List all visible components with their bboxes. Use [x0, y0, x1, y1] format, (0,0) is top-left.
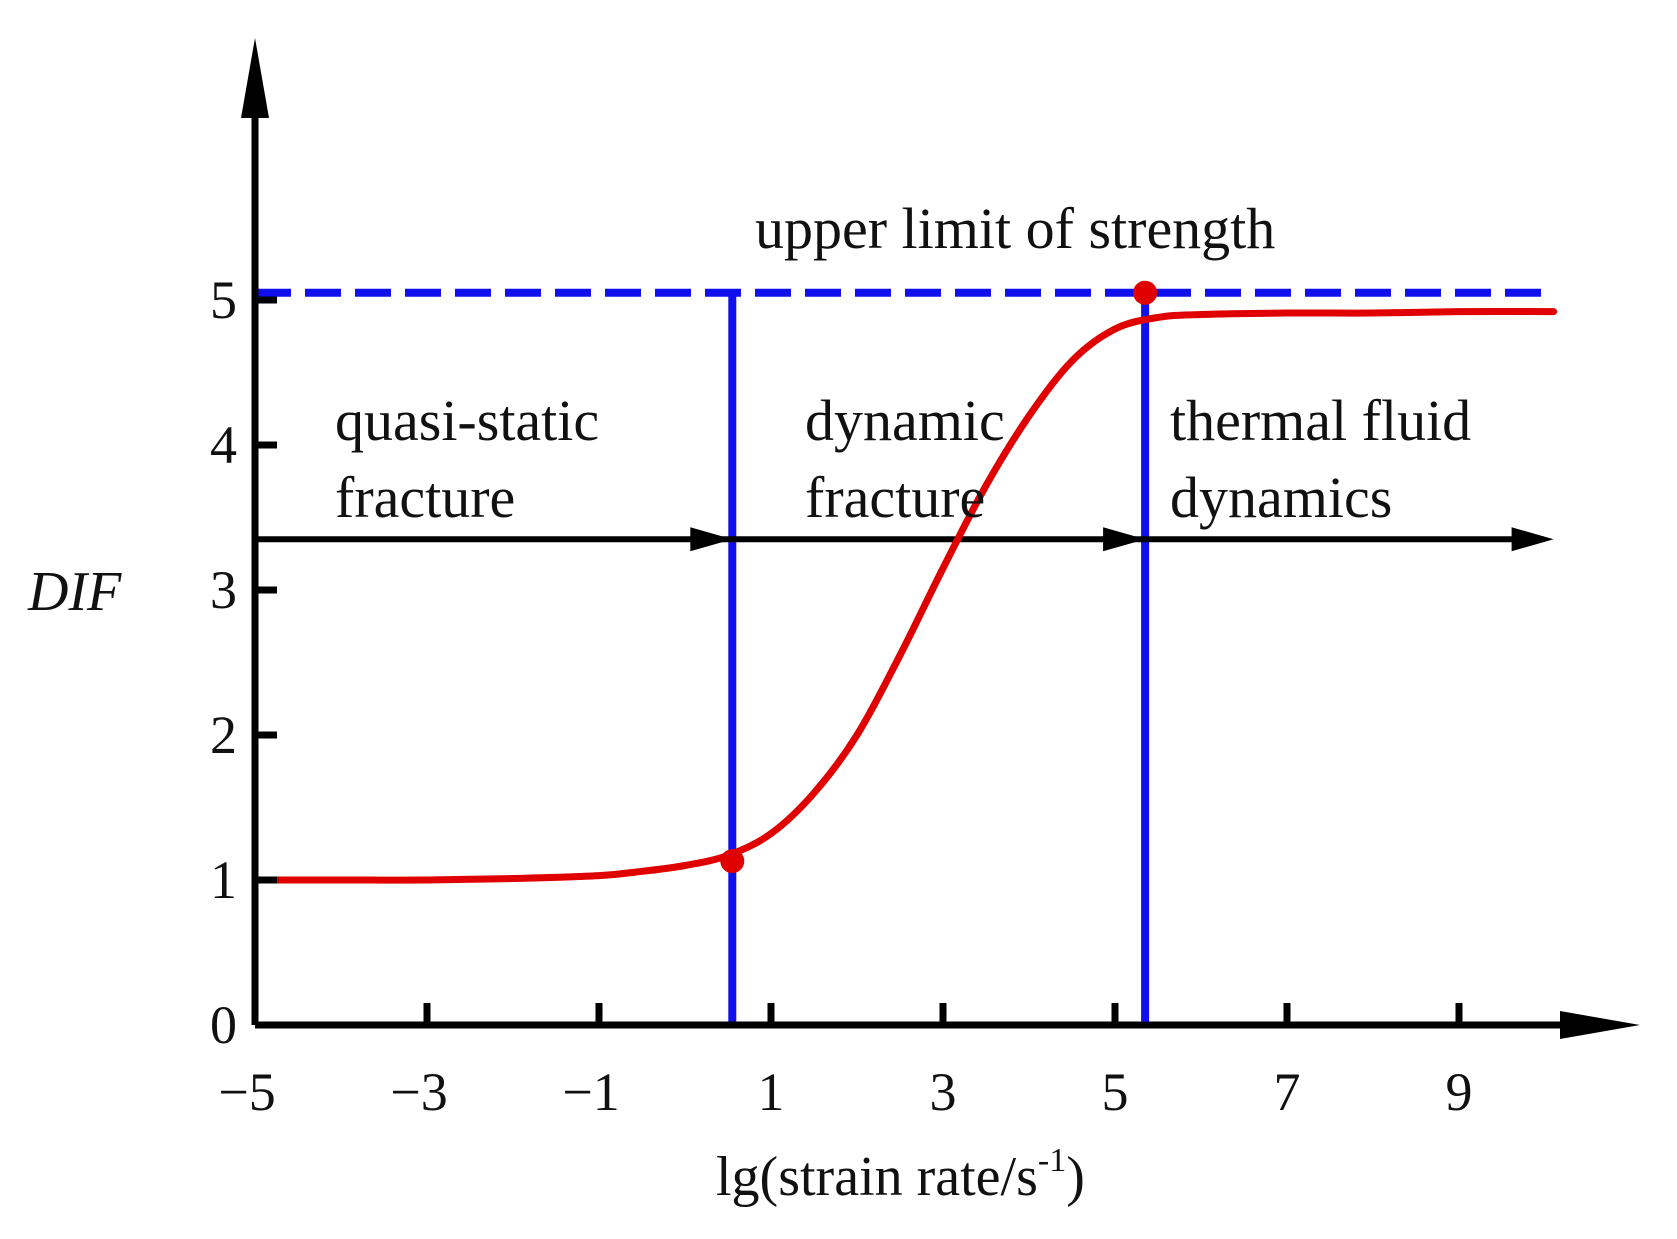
upper-limit-label: upper limit of strength [755, 196, 1275, 261]
series-layer [251, 280, 1558, 884]
x-axis-title-suffix: ) [1066, 1146, 1085, 1208]
y-tick-label-4: 4 [210, 415, 237, 475]
quasi-static-label-line1: quasi-static [335, 388, 599, 453]
dynamic-label-line1: dynamic [805, 388, 1005, 453]
x-tick-label-3: 1 [758, 1062, 785, 1122]
thermal-label-line2: dynamics [1170, 465, 1392, 530]
x-tick-label-6: 7 [1274, 1062, 1301, 1122]
regime-arrowhead-3 [1511, 527, 1554, 552]
y-tick-label-5: 5 [210, 270, 237, 330]
x-axis-title-main: lg(strain rate/s [716, 1146, 1038, 1208]
dif-curve-1 [251, 307, 1558, 884]
axes-layer [241, 38, 1640, 1039]
x-axis-arrowhead [1560, 1011, 1640, 1039]
y-tick-label-0: 0 [210, 995, 237, 1055]
x-tick-label-7: 9 [1446, 1062, 1473, 1122]
x-axis-title: lg(strain rate/s-1) [716, 1142, 1085, 1208]
y-axis-title: DIF [27, 561, 122, 623]
y-tick-label-1: 1 [210, 850, 237, 910]
y-tick-label-3: 3 [210, 560, 237, 620]
transition-marker-2 [1133, 280, 1158, 305]
x-tick-label-2: −1 [562, 1062, 619, 1122]
thermal-label-line1: thermal fluid [1170, 388, 1471, 453]
tick-layer: −5 −3 −1 1 3 5 7 9 0 1 2 3 4 5 [210, 270, 1473, 1122]
x-tick-label-4: 3 [930, 1062, 957, 1122]
regime-arrowhead-1 [690, 527, 733, 552]
quasi-static-label-line2: fracture [335, 465, 515, 530]
text-layer: upper limit of strength quasi-static fra… [27, 196, 1471, 1208]
dynamic-label-line2: fracture [805, 465, 985, 530]
transition-marker-1 [720, 849, 745, 874]
y-tick-label-2: 2 [210, 705, 237, 765]
x-tick-label-0: −5 [218, 1062, 275, 1122]
x-tick-label-5: 5 [1102, 1062, 1129, 1122]
x-tick-label-1: −3 [390, 1062, 447, 1122]
x-axis-title-superscript: -1 [1038, 1142, 1066, 1179]
y-axis-arrowhead [241, 38, 269, 118]
regime-arrowhead-2 [1103, 527, 1146, 552]
reference-lines [255, 288, 1554, 1025]
